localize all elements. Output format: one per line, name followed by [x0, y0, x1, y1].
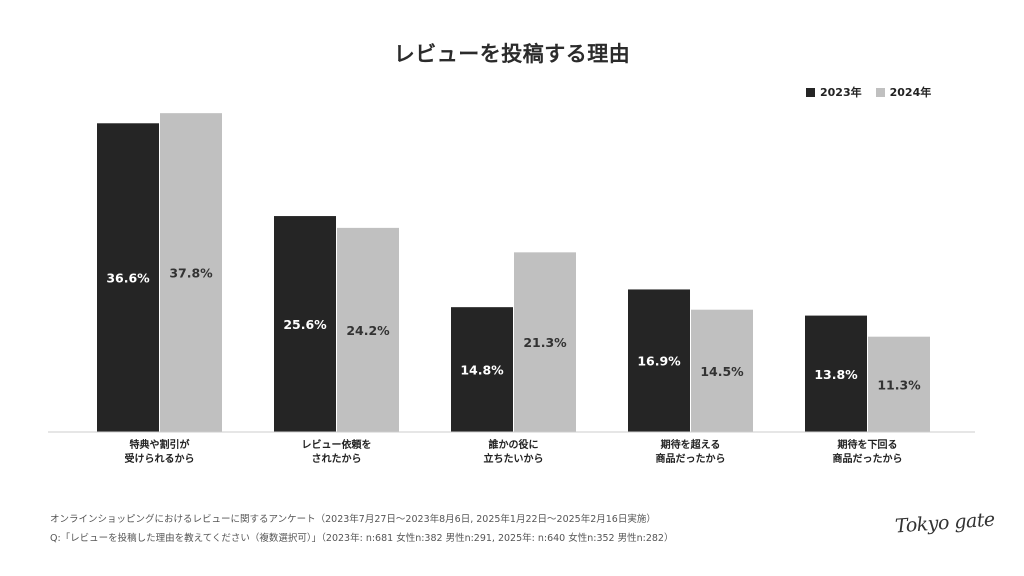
data-label: 24.2%	[346, 323, 390, 338]
category-label: 立ちたいから	[484, 452, 544, 465]
category-label: 期待を下回る	[838, 438, 898, 451]
question-footnote: Q:「レビューを投稿した理由を教えてください（複数選択可）」（2023年: n:…	[50, 530, 673, 544]
category-label: レビュー依頼を	[302, 438, 372, 451]
category-label: 商品だったから	[833, 452, 903, 465]
survey-footnote: オンラインショッピングにおけるレビューに関するアンケート（2023年7月27日〜…	[50, 511, 656, 525]
data-label: 36.6%	[106, 271, 150, 286]
data-label: 37.8%	[169, 266, 213, 281]
bar-chart: 36.6% 37.8% 特典や割引が受けられるから 25.6% 24.2% レビュー依頼を…	[0, 0, 1024, 500]
data-label: 11.3%	[877, 377, 921, 392]
data-label: 21.3%	[523, 335, 567, 350]
data-label: 14.5%	[700, 364, 744, 379]
category-label: されたから	[312, 453, 362, 465]
category-label: 受けられるから	[125, 452, 195, 465]
data-label: 16.9%	[637, 354, 681, 369]
data-label: 14.8%	[460, 363, 504, 378]
category-label: 商品だったから	[656, 452, 726, 465]
category-label: 誰かの役に	[489, 438, 539, 451]
data-label: 13.8%	[814, 367, 858, 382]
category-label: 特典や割引が	[130, 438, 191, 451]
data-label: 25.6%	[283, 317, 327, 332]
category-label: 期待を超える	[661, 438, 721, 451]
brand-logo: Tokyo gate	[894, 509, 995, 538]
